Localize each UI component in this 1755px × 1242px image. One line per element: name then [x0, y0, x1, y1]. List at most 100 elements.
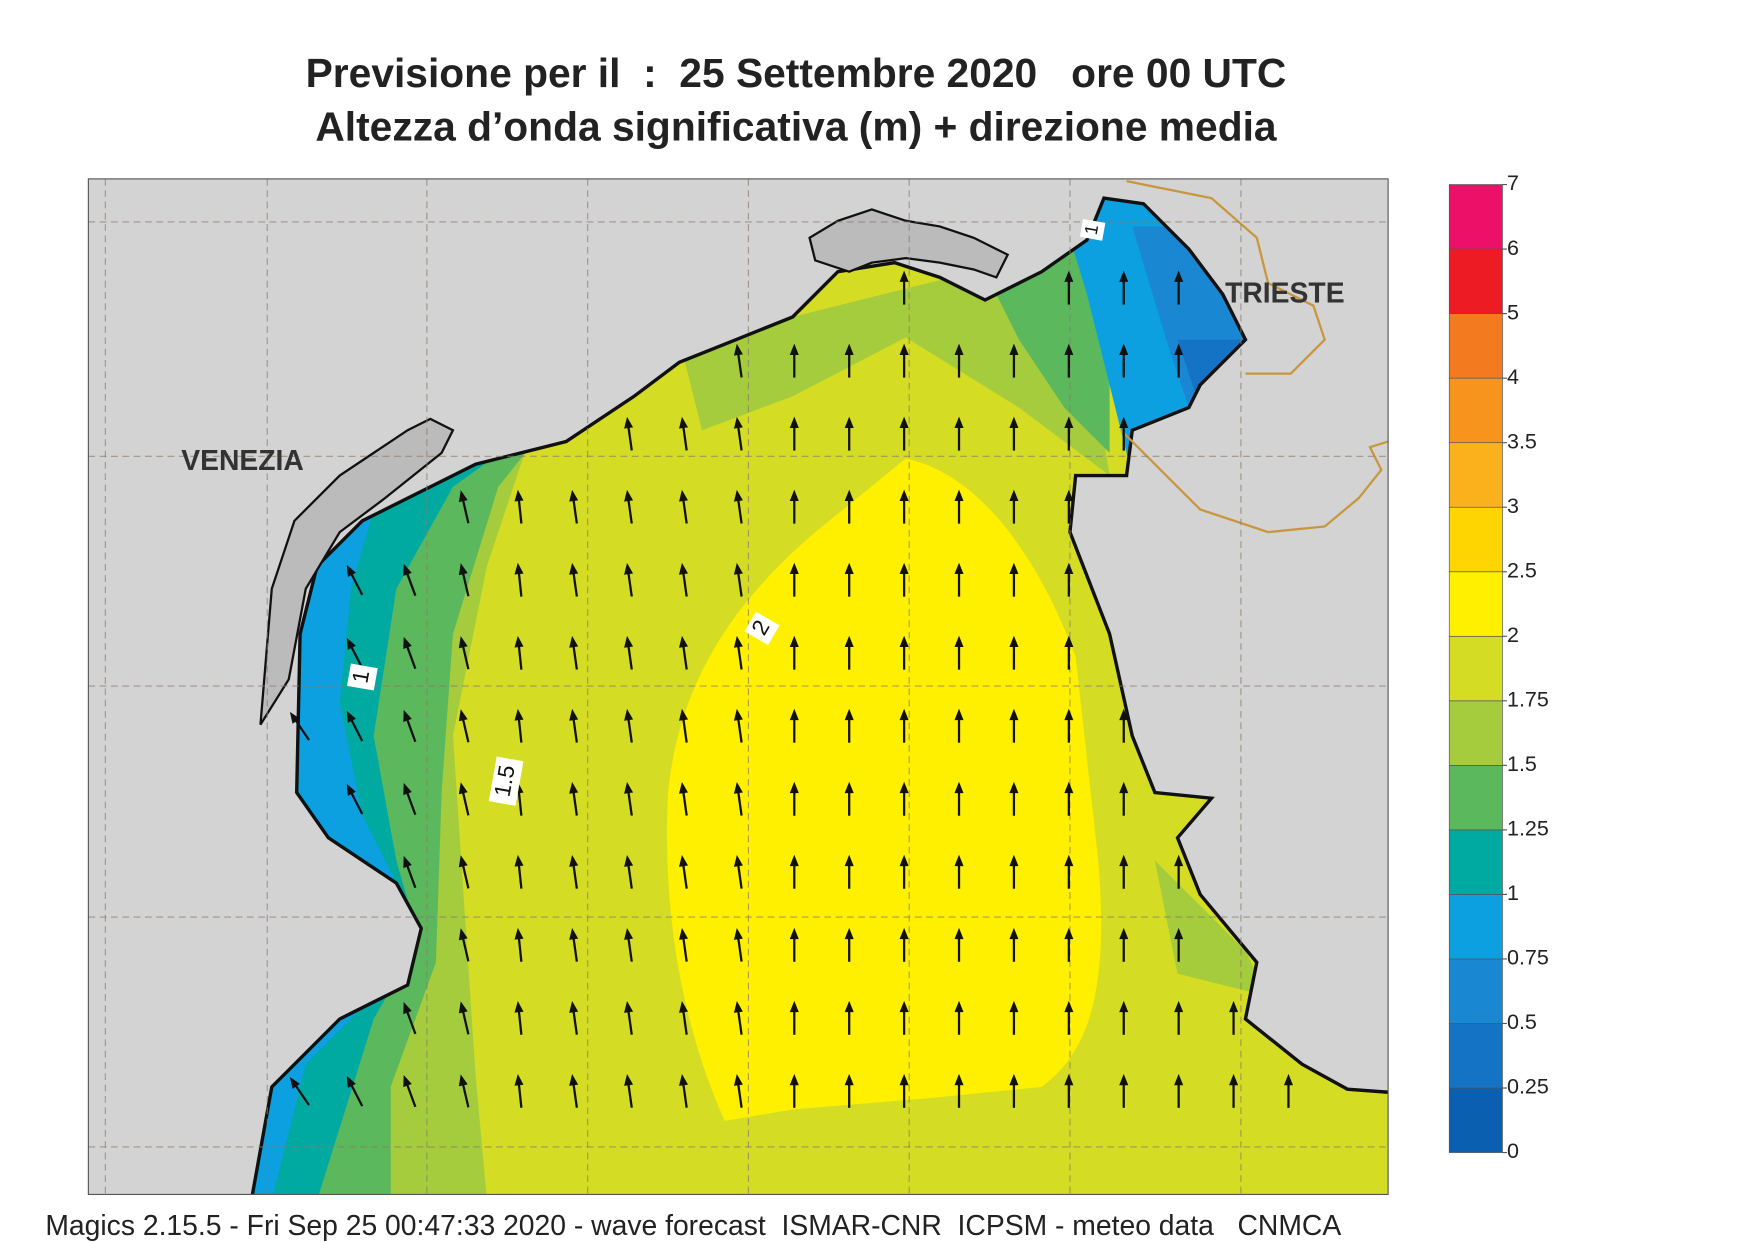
arrow: [679, 1074, 689, 1108]
arrow: [403, 782, 417, 816]
arrow-head: [514, 489, 524, 502]
arrow: [679, 489, 689, 524]
arrow: [1009, 1000, 1019, 1035]
arrow-head: [1064, 635, 1074, 648]
arrow-head: [458, 782, 468, 795]
arrow: [733, 416, 743, 451]
arrow-head: [733, 927, 743, 940]
colorbar-swatch: [1448, 571, 1503, 637]
arrow: [1064, 1073, 1074, 1108]
arrow-head: [624, 708, 634, 721]
arrow: [1174, 1000, 1184, 1035]
arrow: [679, 1001, 689, 1035]
colorbar-swatch: [1448, 700, 1503, 766]
arrow: [1119, 1000, 1129, 1035]
arrow: [624, 489, 634, 524]
arrow: [458, 636, 470, 670]
map: 2 1.5 1 1 VENEZIA TRIESTE: [88, 178, 1389, 1195]
arrow: [458, 928, 470, 962]
arrow: [624, 635, 634, 670]
arrow-head: [458, 636, 468, 649]
arrow-head: [733, 562, 743, 575]
arrow-head: [346, 564, 356, 577]
arrow: [899, 781, 909, 816]
colorbar-swatch: [1448, 184, 1503, 250]
arrow-head: [899, 635, 909, 648]
arrow-head: [514, 927, 524, 940]
arrow: [569, 562, 579, 597]
arrow-head: [514, 854, 524, 867]
arrow-head: [789, 343, 799, 355]
arrow: [733, 635, 743, 670]
arrow: [733, 708, 743, 743]
arrow-head: [954, 416, 964, 428]
arrow: [1119, 1073, 1129, 1108]
arrow: [1064, 708, 1074, 743]
arrow-head: [844, 854, 854, 867]
arrow: [789, 708, 799, 743]
arrow-head: [624, 854, 634, 867]
arrow: [403, 636, 417, 670]
arrow-head: [844, 708, 854, 721]
arrow-head: [899, 781, 909, 794]
arrow: [346, 783, 364, 815]
arrow: [514, 635, 524, 670]
arrow-head: [569, 927, 579, 940]
arrow-head: [403, 855, 412, 869]
arrow: [789, 927, 799, 962]
arrow-head: [569, 1074, 579, 1086]
arrow: [1119, 927, 1129, 962]
arrow: [679, 416, 689, 451]
arrow: [1009, 781, 1019, 816]
coastline: [250, 196, 1389, 1195]
arrow: [899, 562, 909, 597]
arrow-head: [899, 1073, 909, 1086]
arrow: [569, 635, 579, 670]
arrow: [346, 710, 364, 742]
arrow-head: [733, 343, 743, 356]
arrow: [624, 416, 634, 451]
arrow: [899, 927, 909, 962]
colorbar-label: 0.25: [1507, 1075, 1549, 1099]
arrow: [1009, 1073, 1019, 1108]
arrow-head: [514, 708, 524, 721]
arrow-head: [1119, 416, 1129, 428]
arrow: [844, 416, 854, 451]
arrow: [679, 635, 689, 670]
arrow-head: [514, 1000, 524, 1013]
arrow: [899, 270, 909, 305]
arrow-head: [346, 783, 356, 796]
arrow: [844, 635, 854, 670]
arrow: [458, 782, 470, 816]
arrow-head: [624, 781, 634, 794]
arrow-head: [899, 562, 909, 575]
arrow: [899, 854, 909, 889]
arrow-head: [679, 708, 689, 721]
arrow-head: [679, 1001, 689, 1013]
arrow: [1174, 927, 1184, 962]
arrow-head: [789, 416, 799, 428]
graticule: [88, 178, 1389, 1195]
arrow-head: [733, 1074, 743, 1086]
arrow: [789, 854, 799, 889]
arrow-head: [458, 855, 468, 868]
arrow: [514, 489, 524, 524]
arrow: [569, 1074, 579, 1108]
arrow: [1064, 489, 1074, 524]
arrow-head: [346, 1075, 356, 1089]
arrow-head: [733, 635, 743, 648]
arrow-head: [569, 708, 579, 721]
arrow: [346, 564, 364, 596]
arrow-head: [679, 416, 689, 429]
arrow-head: [733, 781, 743, 794]
arrow-head: [1064, 270, 1074, 282]
arrow: [403, 1001, 417, 1035]
arrow-head: [733, 1001, 743, 1013]
arrow: [1009, 343, 1019, 378]
arrow-head: [1119, 343, 1129, 355]
arrow-head: [899, 854, 909, 867]
arrow-head: [624, 489, 634, 502]
arrow: [954, 1000, 964, 1035]
arrow-head: [403, 563, 412, 576]
